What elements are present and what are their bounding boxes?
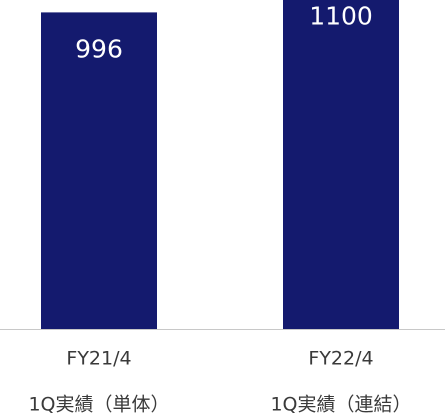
bar	[41, 12, 157, 330]
x-tick-label: 1Q実績（単体）	[28, 394, 169, 416]
value-label: 1100	[309, 1, 373, 30]
x-tick-label: FY22/4	[308, 348, 373, 370]
bar	[283, 0, 399, 329]
value-label: 996	[75, 34, 123, 63]
x-tick-label: FY21/4	[66, 348, 131, 370]
x-tick-label: 1Q実績（連結）	[270, 394, 411, 416]
